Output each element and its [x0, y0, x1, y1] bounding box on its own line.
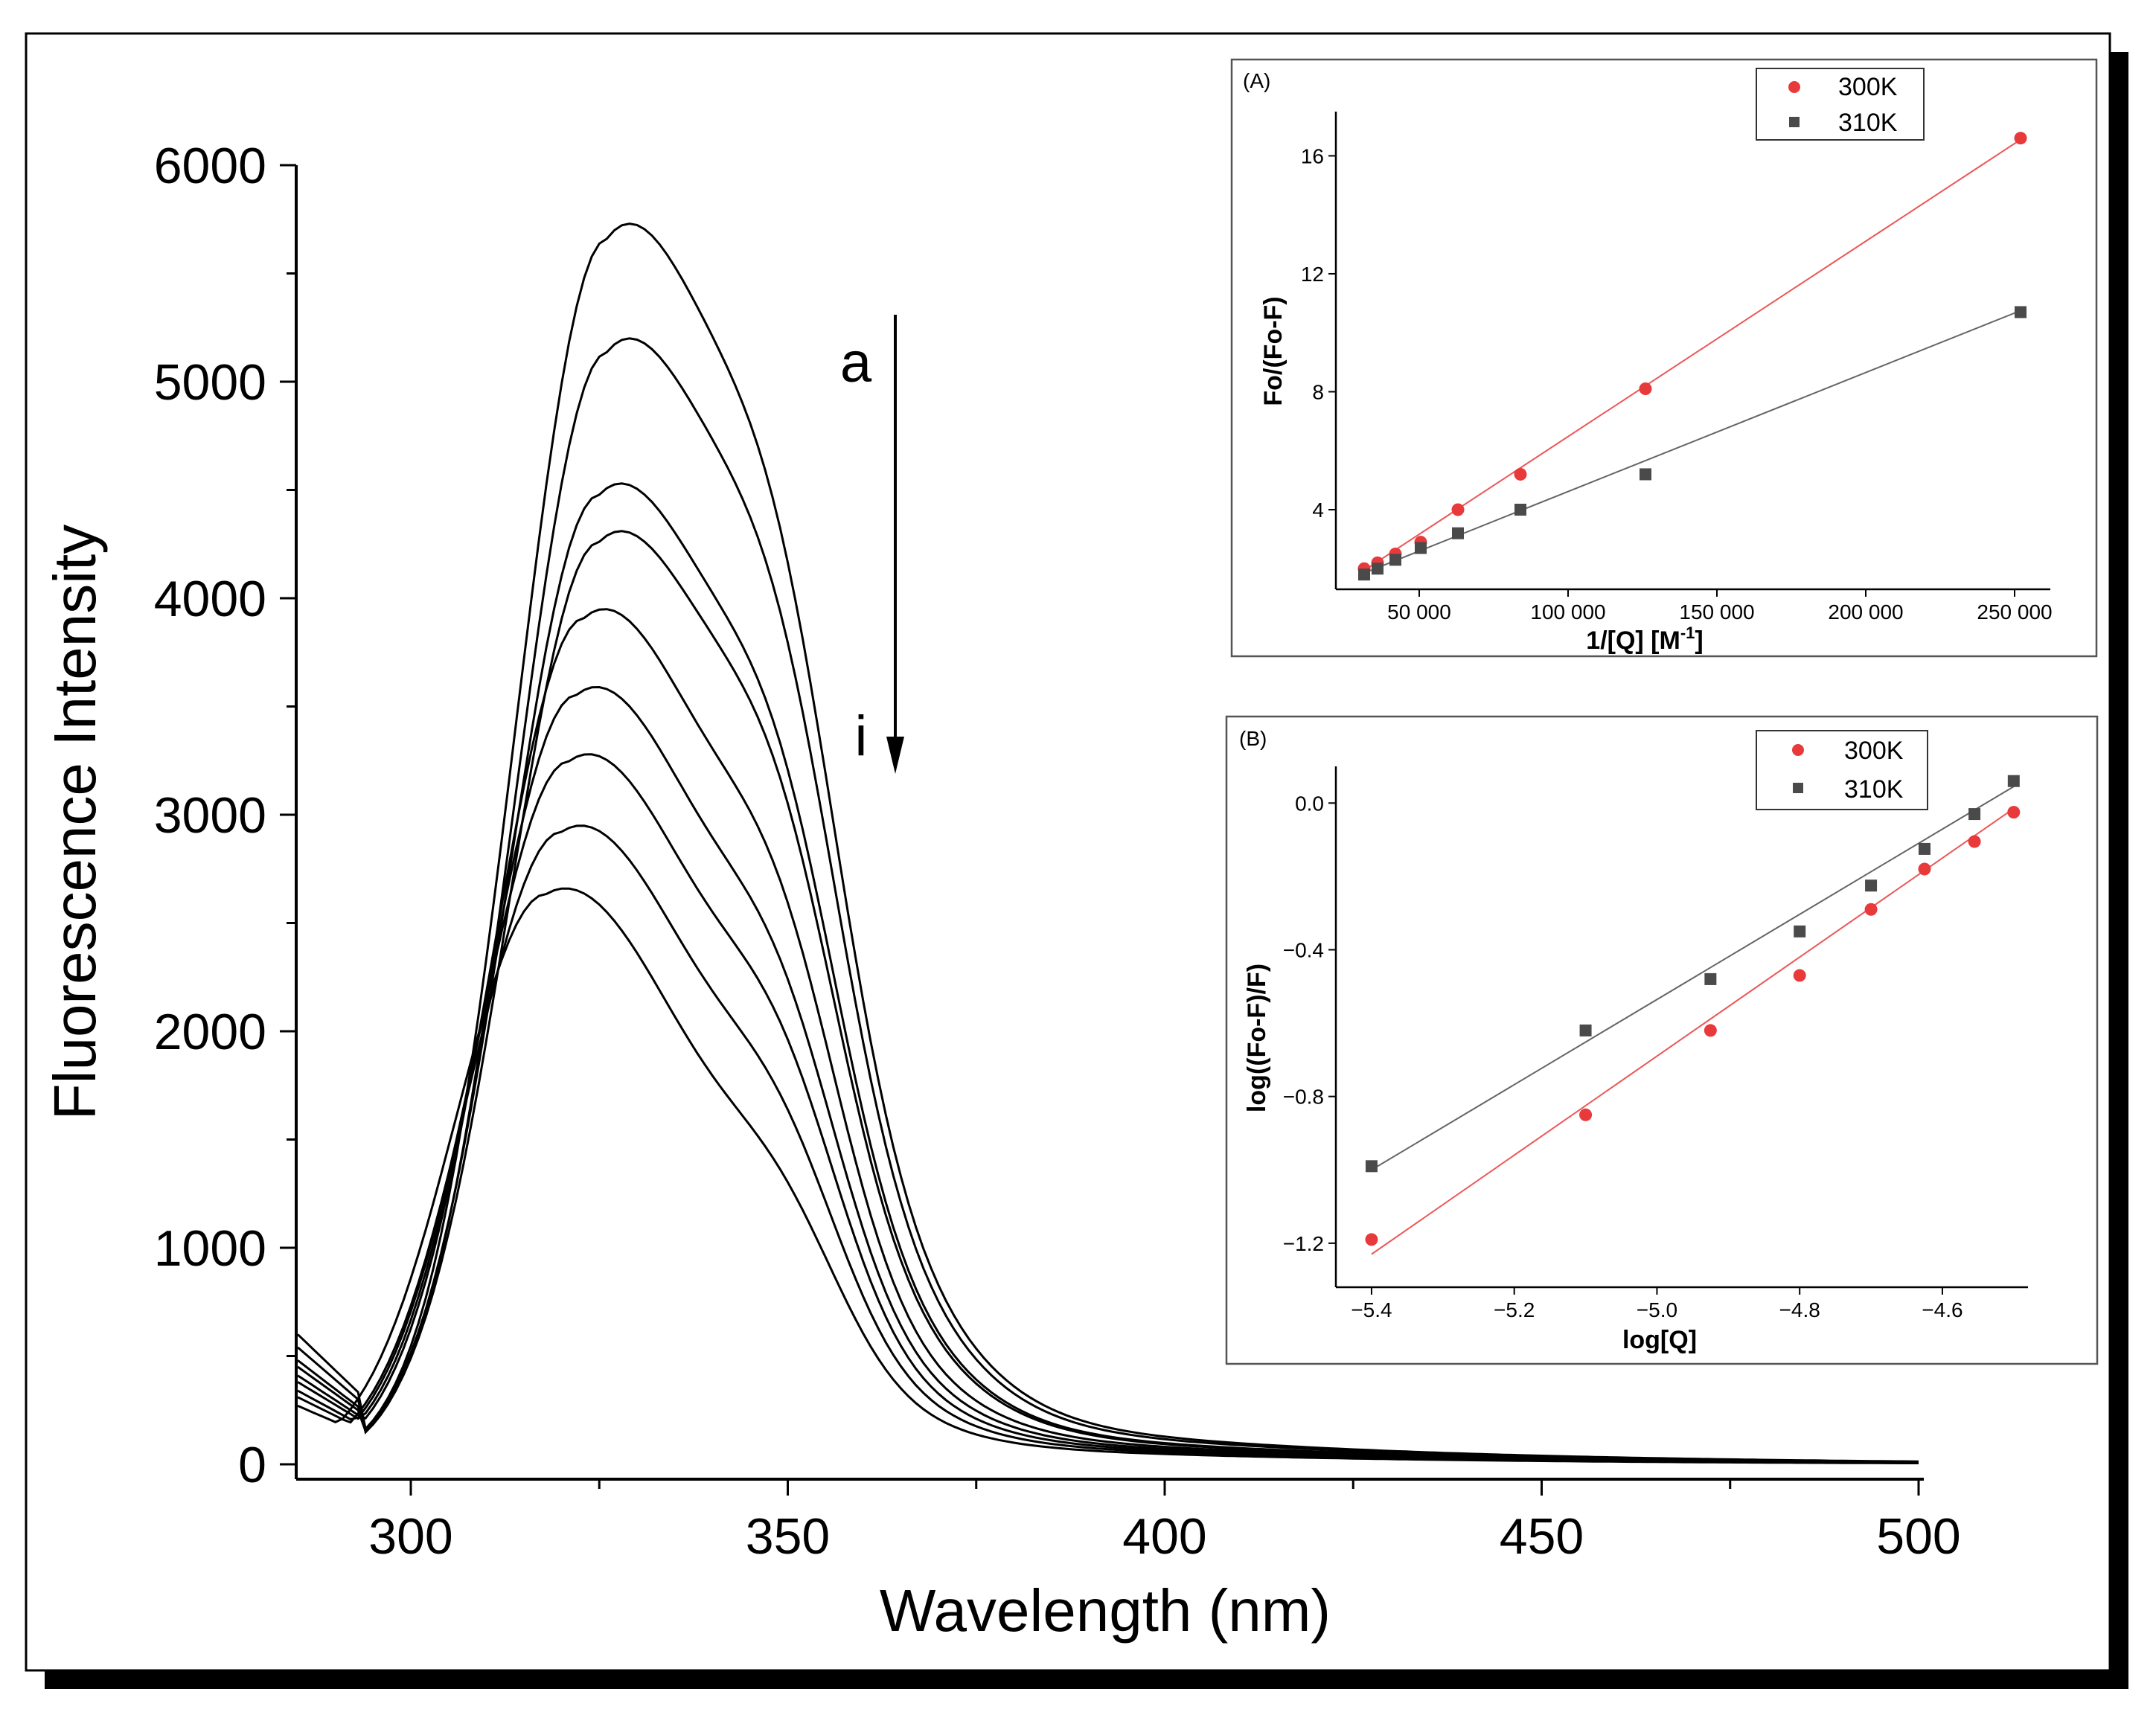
inset-b-x-label: log[Q] [1622, 1326, 1697, 1354]
inset-B-point-310k [1865, 879, 1878, 892]
inset-A-point-310k [1415, 542, 1427, 554]
inset-a-legend-310k-marker [1789, 117, 1800, 127]
inset-A-point-300k [1514, 467, 1527, 481]
inset-A-point-300k [2014, 132, 2027, 145]
main-x-axis-label: Wavelength (nm) [880, 1577, 1331, 1644]
main-y-ticks: 0 1000 2000 3000 4000 5000 6000 [154, 138, 296, 1493]
main-x-tick-label: 400 [1122, 1508, 1206, 1565]
main-y-tick-label: 0 [238, 1437, 266, 1493]
inset-B-point-300k [1704, 1024, 1717, 1037]
inset-B-point-300k [1918, 862, 1931, 876]
inset-A-y-tick-label: 16 [1301, 144, 1324, 167]
inset-B-x-tick-label: −5.0 [1637, 1298, 1677, 1321]
curve-label-a: a [840, 331, 872, 394]
inset-a-plot: 50 000 100 000 150 000 200 000 250 000 4 8 12 16 [1301, 112, 2053, 624]
inset-B-fit-line-300K [1371, 807, 2015, 1255]
spectrum-curve-i [297, 887, 1919, 1464]
main-y-tick-label: 3000 [154, 787, 266, 844]
inset-B-point-310k [2007, 775, 2020, 787]
inset-b-legend-310k: 310K [1844, 775, 1904, 804]
inset-A-fit-line-310K [1363, 310, 2021, 574]
inset-b-plot: −5.4 −5.2 −5.0 −4.8 −4.6 −1.2 −0.8 −0.4 0.0 [1283, 766, 2028, 1321]
main-y-tick-label: 2000 [154, 1004, 266, 1060]
inset-b-legend [1756, 730, 1928, 810]
inset-B-x-tick-label: −4.6 [1922, 1298, 1963, 1321]
inset-B-point-310k [1579, 1024, 1592, 1036]
curve-label-i: i [855, 705, 868, 768]
inset-B-point-300k [1968, 835, 1981, 848]
inset-b-y-label: log((Fo-F)/F) [1243, 964, 1271, 1112]
inset-A-x-tick-label: 250 000 [1977, 600, 2052, 624]
inset-A-point-310k [1640, 468, 1651, 481]
inset-B-y-tick-label: −1.2 [1283, 1232, 1324, 1255]
inset-B-x-tick-label: −5.4 [1351, 1298, 1392, 1321]
inset-A-y-tick-label: 8 [1312, 380, 1324, 403]
inset-a-x-label: 1/[Q] [M-1] [1586, 624, 1703, 655]
inset-B-point-300k [1793, 969, 1806, 982]
inset-B-x-tick-label: −4.8 [1779, 1298, 1820, 1321]
inset-a-legend [1756, 68, 1925, 141]
inset-B-point-310k [1365, 1160, 1378, 1173]
main-y-tick-label: 5000 [154, 354, 266, 411]
inset-B-fit-line-310K [1371, 786, 2015, 1171]
main-y-axis-label: Fluorescence Intensity [42, 525, 108, 1120]
inset-A-point-300k [1451, 503, 1465, 516]
inset-b: (B) −5.4 −5.2 −5.0 −4.8 −4.6−1.2−0.8−0.40.0 … [1225, 715, 2099, 1365]
main-y-tick-label: 6000 [154, 138, 266, 194]
inset-A-point-310k [2015, 306, 2027, 318]
inset-b-title: (B) [1239, 727, 1267, 750]
inset-A-point-310k [1514, 504, 1526, 516]
inset-A-y-tick-label: 4 [1312, 499, 1324, 522]
inset-a-legend-310k: 310K [1838, 109, 1898, 137]
inset-B-y-tick-label: −0.8 [1283, 1086, 1324, 1109]
main-y-tick-label: 4000 [154, 571, 266, 627]
inset-B-point-310k [1968, 808, 1981, 821]
main-x-tick-label: 500 [1876, 1508, 1960, 1565]
inset-A-x-tick-label: 100 000 [1530, 600, 1605, 624]
main-x-ticks: 300 350 400 450 500 [368, 1479, 1961, 1565]
inset-B-y-tick-label: 0.0 [1295, 792, 1324, 815]
inset-A-point-310k [1372, 563, 1384, 575]
inset-a-y-label: Fo/(Fo-F) [1259, 296, 1287, 406]
inset-A-point-300k [1639, 382, 1652, 396]
main-curves [297, 222, 1919, 1464]
inset-A-x-tick-label: 150 000 [1679, 600, 1754, 624]
inset-A-fit-line-300K [1363, 138, 2021, 571]
inset-A-point-310k [1358, 568, 1370, 581]
main-x-tick-label: 300 [368, 1508, 452, 1565]
inset-B-x-tick-label: −5.2 [1494, 1298, 1535, 1321]
inset-b-legend-300k-marker [1792, 744, 1804, 756]
inset-A-x-tick-label: 200 000 [1828, 600, 1903, 624]
main-x-tick-label: 450 [1500, 1508, 1584, 1565]
inset-b-legend-310k-marker [1793, 783, 1803, 793]
inset-A-point-310k [1452, 527, 1464, 539]
inset-A-y-tick-label: 12 [1301, 263, 1324, 286]
inset-A-x-tick-label: 50 000 [1387, 600, 1451, 624]
inset-a: (A) 50 000 100 000 150 000 200 000 250 000 4 8… [1230, 58, 2098, 658]
inset-B-y-tick-label: −0.4 [1283, 938, 1324, 961]
inset-B-point-310k [1794, 925, 1806, 938]
inset-a-title: (A) [1243, 69, 1270, 92]
inset-a-legend-300k-marker [1788, 81, 1800, 93]
decrease-arrow-head [886, 737, 904, 774]
main-chart: 300 350 400 450 500 0 1000 2000 3000 4000 5000 600… [42, 138, 1961, 1644]
inset-B-point-310k [1704, 972, 1717, 985]
inset-b-box [1225, 715, 2099, 1365]
inset-a-legend-300k: 300K [1838, 73, 1898, 101]
inset-B-point-300k [1365, 1233, 1378, 1246]
inset-A-point-310k [1389, 554, 1401, 566]
inset-B-point-300k [1864, 903, 1878, 916]
inset-B-point-300k [1579, 1108, 1593, 1121]
inset-B-point-310k [1918, 842, 1931, 855]
main-x-tick-label: 350 [746, 1508, 830, 1565]
inset-B-point-300k [2007, 806, 2021, 819]
inset-b-legend-300k: 300K [1844, 737, 1904, 765]
main-y-tick-label: 1000 [154, 1220, 266, 1277]
